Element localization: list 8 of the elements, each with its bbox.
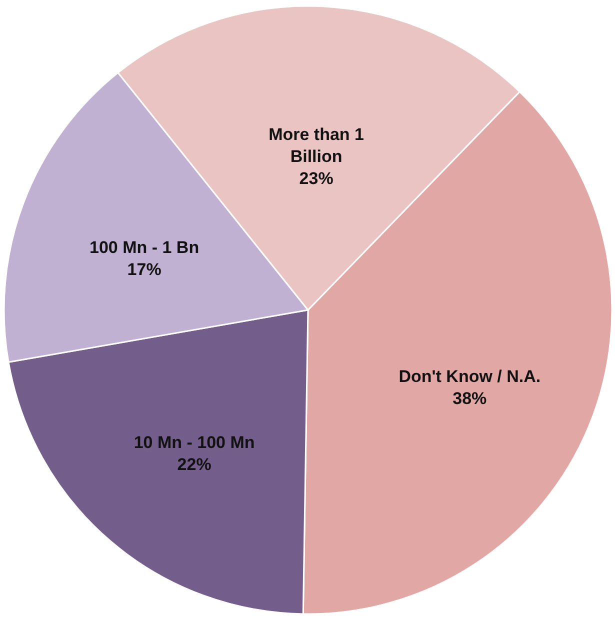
slice-label: Don't Know / N.A. [398,367,541,386]
slice-label: 10 Mn - 100 Mn [134,433,255,452]
slice-label: 100 Mn - 1 Bn [90,238,200,258]
data-label: 17% [127,260,162,280]
data-label: 38% [452,389,487,408]
data-label: 22% [177,455,212,474]
slice-label: More than 1 Billion [268,125,364,166]
data-label: 23% [299,169,334,188]
